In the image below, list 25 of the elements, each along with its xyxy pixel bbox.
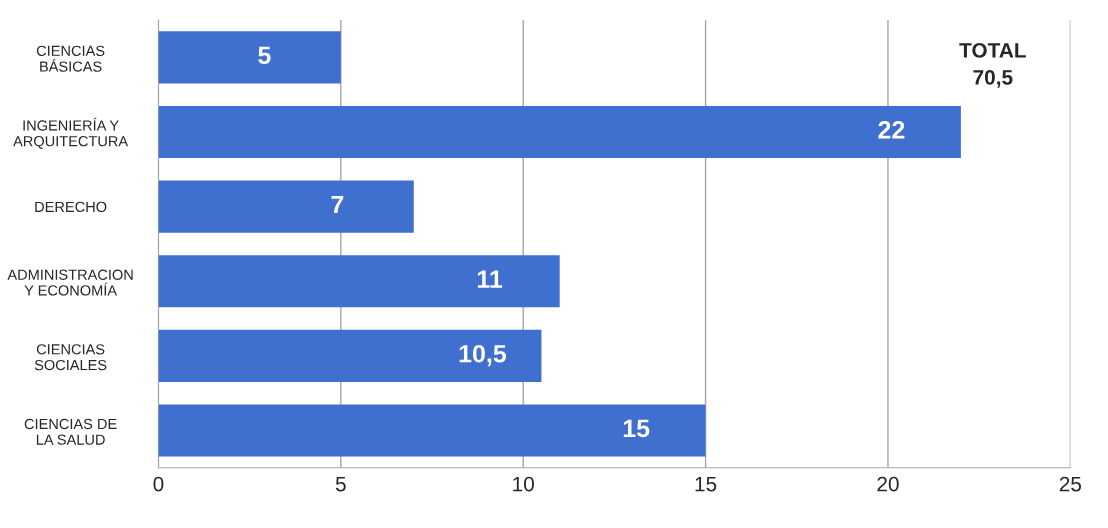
bar [158, 105, 961, 159]
data-label: 15 [623, 419, 650, 438]
x-tick-label: 10 [513, 476, 534, 492]
data-label: 5 [258, 46, 271, 65]
x-tick-label: 25 [1059, 476, 1082, 492]
annotation: TOTAL 70,5 [959, 43, 1026, 88]
data-label: 7 [331, 195, 344, 214]
bar [158, 31, 341, 84]
y-tick-label: CIENCIAS DE LA SALUD [24, 418, 117, 445]
data-label: 22 [878, 121, 905, 139]
x-tick-label: 5 [335, 476, 346, 492]
x-tick-label: 0 [153, 476, 164, 492]
bar [158, 329, 542, 382]
bar [158, 404, 706, 457]
x-tick-label: 20 [877, 476, 899, 492]
y-tick-label: CIENCIAS BÁSICAS [36, 45, 105, 72]
x-tick-label: 15 [695, 476, 717, 492]
bar [158, 180, 414, 233]
y-tick-label: ADMINISTRACION Y ECONOMÍA [7, 269, 133, 296]
data-label: 11 [477, 270, 503, 288]
y-tick-label: CIENCIAS SOCIALES [34, 344, 107, 371]
bar [158, 255, 560, 308]
data-label: 10,5 [459, 344, 507, 367]
y-tick-label: INGENIERÍA Y ARQUITECTURA [13, 117, 129, 149]
y-tick-label: DERECHO [35, 201, 107, 213]
